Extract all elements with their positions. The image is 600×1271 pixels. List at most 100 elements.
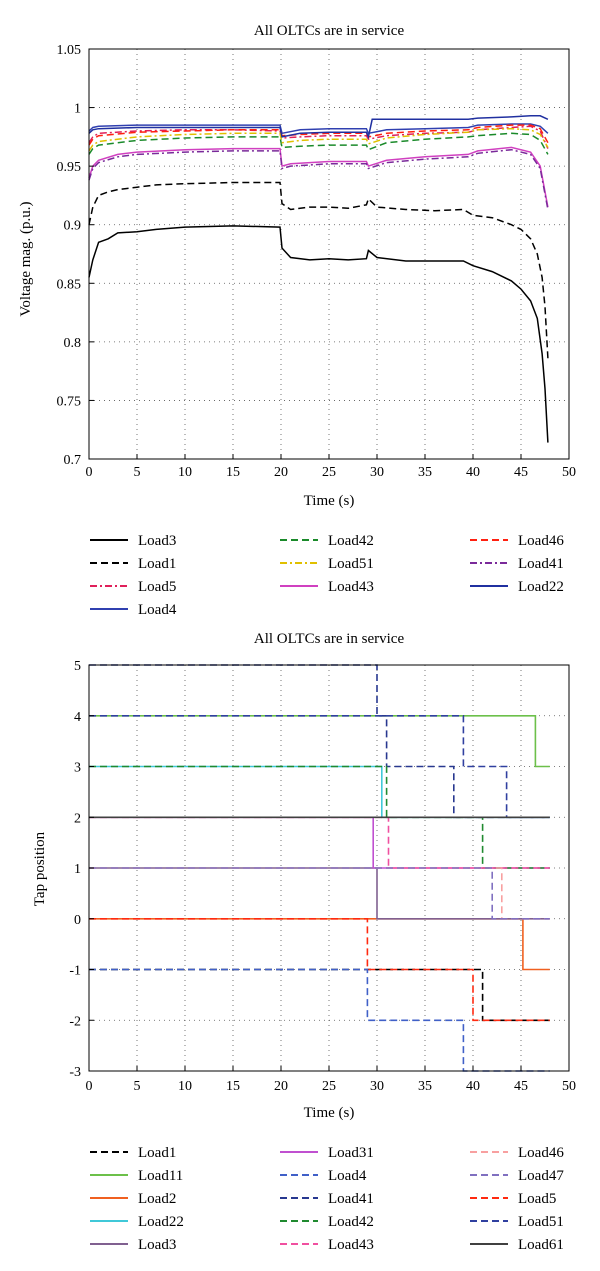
series-line-load1 — [88, 181, 549, 359]
x-tick-label: 10 — [178, 1079, 192, 1094]
y-tick-label: 1 — [74, 862, 81, 877]
x-tick-label: 30 — [370, 1079, 384, 1094]
chart-tap: All OLTCs are in service Time (s) Tap po… — [32, 631, 576, 1253]
series-line-load41 — [89, 664, 550, 819]
legend-label-load41: Load41 — [328, 1191, 374, 1207]
chart-voltage: All OLTCs are in service Time (s) Voltag… — [18, 23, 576, 618]
chart-tap-title: All OLTCs are in service — [254, 631, 405, 647]
legend-label-load5: Load5 — [138, 579, 176, 595]
series-line-load42 — [88, 132, 549, 155]
series-line-load43 — [89, 816, 550, 869]
chart-voltage-grid — [89, 49, 569, 459]
legend-label-load3: Load3 — [138, 1237, 176, 1253]
y-tick-label: -3 — [69, 1065, 81, 1080]
legend-label-load43: Load43 — [328, 579, 374, 595]
legend-label-load4: Load4 — [138, 602, 177, 618]
legend-label-load42: Load42 — [328, 1214, 374, 1230]
chart-tap-series — [89, 664, 550, 1072]
legend-label-load31: Load31 — [328, 1145, 374, 1161]
series-line-load3 — [88, 225, 549, 443]
y-tick-label: 0.7 — [64, 453, 82, 468]
legend-label-load1: Load1 — [138, 556, 176, 572]
chart-tap-xlabel: Time (s) — [304, 1105, 355, 1121]
x-tick-label: 0 — [86, 1079, 93, 1094]
legend-label-load41: Load41 — [518, 556, 564, 572]
x-tick-label: 40 — [466, 465, 480, 480]
x-tick-label: 20 — [274, 1079, 288, 1094]
y-tick-label: 0.95 — [57, 160, 82, 175]
x-tick-label: 35 — [418, 1079, 432, 1094]
x-tick-label: 45 — [514, 465, 528, 480]
series-line-load1 — [89, 968, 550, 1022]
series-line-load43 — [88, 146, 549, 208]
legend-label-load1: Load1 — [138, 1145, 176, 1161]
series-line-load41 — [88, 148, 549, 210]
x-tick-label: 45 — [514, 1079, 528, 1094]
x-tick-label: 40 — [466, 1079, 480, 1094]
legend-label-load46: Load46 — [518, 533, 564, 549]
x-tick-label: 35 — [418, 465, 432, 480]
legend-label-load22: Load22 — [518, 579, 564, 595]
chart-voltage-title: All OLTCs are in service — [254, 23, 405, 39]
chart-voltage-legend: Load3 Load1 Load5 Load4 Load42 Load51 Load43 Lo… — [90, 533, 564, 618]
y-tick-label: 3 — [74, 761, 81, 776]
series-line-load51 — [89, 715, 550, 819]
y-tick-label: -2 — [69, 1014, 81, 1029]
legend-label-load43: Load43 — [328, 1237, 374, 1253]
y-tick-label: 0.8 — [64, 336, 82, 351]
series-line-load5 — [88, 125, 549, 149]
x-tick-label: 50 — [562, 465, 576, 480]
legend-label-load4: Load4 — [328, 1168, 367, 1184]
x-tick-label: 15 — [226, 465, 240, 480]
chart-tap-legend: Load1 Load11 Load2 Load22 Load3 Load31 Load4 Lo… — [90, 1145, 564, 1253]
x-tick-label: 50 — [562, 1079, 576, 1094]
legend-label-load51: Load51 — [518, 1214, 564, 1230]
legend-label-load61: Load61 — [518, 1237, 564, 1253]
chart-voltage-ticks: 0 5 10 15 20 25 30 35 40 45 50 0.7 0.75 0.8 0.85 0.9 0.9… — [57, 43, 577, 480]
series-line-load22 — [89, 765, 550, 819]
legend-label-load42: Load42 — [328, 533, 374, 549]
y-tick-label: 0.75 — [57, 394, 82, 409]
legend-label-load46: Load46 — [518, 1145, 564, 1161]
series-line-load46 — [88, 124, 549, 146]
legend-label-load3: Load3 — [138, 533, 176, 549]
y-tick-label: 0.9 — [64, 219, 82, 234]
series-line-load3 — [89, 867, 550, 920]
y-tick-label: 0.85 — [57, 277, 82, 292]
x-tick-label: 20 — [274, 465, 288, 480]
chart-voltage-ylabel: Voltage mag. (p.u.) — [18, 201, 34, 316]
x-tick-label: 25 — [322, 1079, 336, 1094]
y-tick-label: 1 — [74, 102, 81, 117]
legend-label-load2: Load2 — [138, 1191, 176, 1207]
legend-label-load47: Load47 — [518, 1168, 564, 1184]
series-line-load31 — [89, 816, 550, 869]
chart-voltage-series — [88, 115, 549, 443]
series-line-load47 — [89, 867, 550, 920]
y-tick-label: -1 — [69, 964, 81, 979]
y-tick-label: 0 — [74, 913, 81, 928]
legend-label-load22: Load22 — [138, 1214, 184, 1230]
series-line-load22 — [88, 115, 549, 140]
y-tick-label: 4 — [74, 710, 81, 725]
series-line-load11 — [89, 715, 550, 768]
x-tick-label: 5 — [134, 1079, 141, 1094]
x-tick-label: 5 — [134, 465, 141, 480]
x-tick-label: 10 — [178, 465, 192, 480]
x-tick-label: 25 — [322, 465, 336, 480]
y-tick-label: 2 — [74, 811, 81, 826]
series-line-load46 — [89, 867, 550, 920]
x-tick-label: 0 — [86, 465, 93, 480]
y-tick-label: 5 — [74, 659, 81, 674]
series-line-load4 — [88, 123, 549, 135]
chart-tap-ylabel: Tap position — [32, 831, 48, 906]
series-line-load5 — [89, 918, 550, 1022]
legend-label-load11: Load11 — [138, 1168, 183, 1184]
x-tick-label: 15 — [226, 1079, 240, 1094]
x-tick-label: 30 — [370, 465, 384, 480]
chart-voltage-xlabel: Time (s) — [304, 493, 355, 509]
legend-label-load5: Load5 — [518, 1191, 556, 1207]
y-tick-label: 1.05 — [57, 43, 82, 58]
series-line-load2 — [89, 918, 550, 971]
